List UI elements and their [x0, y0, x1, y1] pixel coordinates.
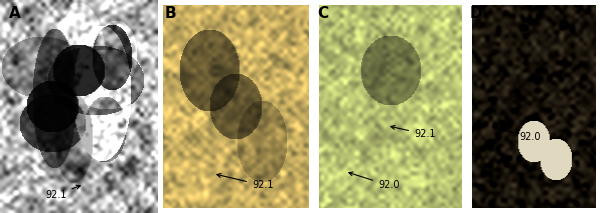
Text: C: C [317, 6, 328, 21]
Text: B: B [165, 6, 176, 21]
Text: 92.1: 92.1 [45, 185, 80, 200]
Text: 92.0: 92.0 [349, 172, 400, 190]
Text: 92.1: 92.1 [217, 174, 274, 190]
Text: 92.0: 92.0 [493, 126, 541, 142]
Text: 92.1: 92.1 [391, 125, 436, 139]
Text: A: A [9, 6, 21, 21]
Text: D: D [469, 6, 482, 21]
